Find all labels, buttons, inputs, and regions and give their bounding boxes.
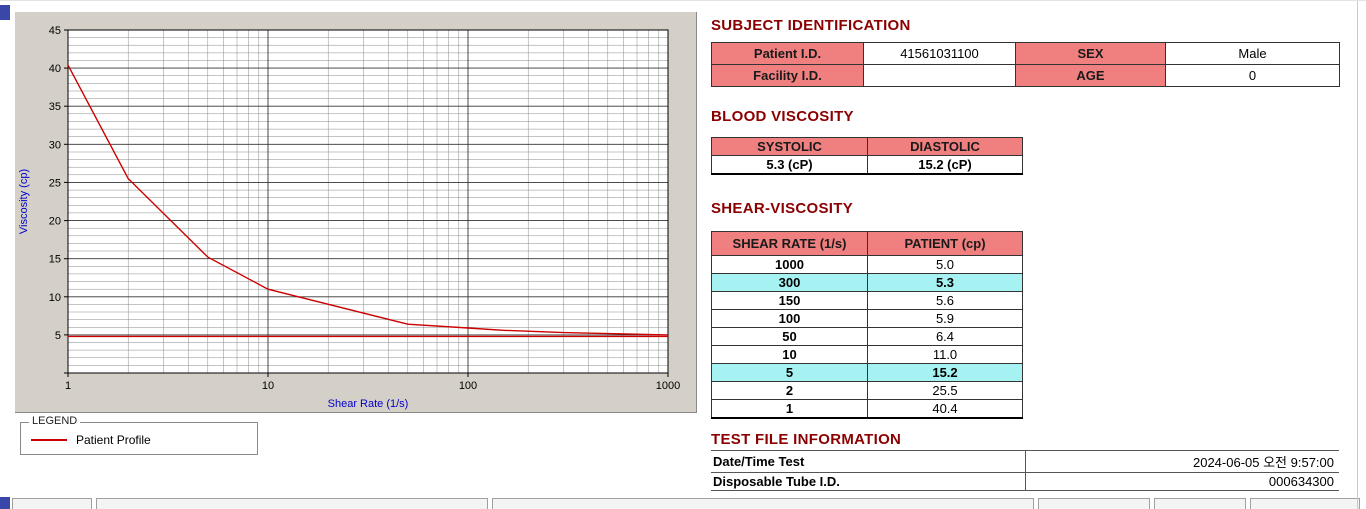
facility-id-label: Facility I.D.	[711, 64, 864, 87]
patient-value-cell: 40.4	[867, 399, 1023, 419]
test-file-information-table: Date/Time Test 2024-06-05 오전 9:57:00 Dis…	[711, 450, 1339, 491]
window-right-divider	[1357, 1, 1358, 509]
table-row: 50 6.4	[711, 327, 1023, 346]
legend-title: LEGEND	[29, 415, 81, 427]
svg-text:Viscosity (cp): Viscosity (cp)	[18, 169, 30, 234]
shear-rate-cell: 2	[711, 381, 868, 400]
svg-text:45: 45	[49, 25, 61, 37]
patient-value-cell: 5.3	[867, 273, 1023, 292]
svg-text:20: 20	[49, 216, 61, 228]
viscosity-chart: 5 10 15 20 25 30 35 40 45 1 10 100 1000 Shear Rate (1…	[14, 11, 697, 413]
svg-text:5: 5	[55, 330, 61, 342]
bottom-button-fragment[interactable]	[1154, 498, 1246, 509]
svg-text:30: 30	[49, 139, 61, 151]
subject-identification-table: Patient I.D. 41561031100 SEX Male Facili…	[711, 42, 1340, 87]
table-row: 5.3 (cP) 15.2 (cP)	[711, 155, 1023, 175]
svg-text:Shear Rate (1/s): Shear Rate (1/s)	[328, 398, 409, 410]
patient-value-cell: 25.5	[867, 381, 1023, 400]
patient-value-cell: 5.9	[867, 309, 1023, 328]
table-row: Disposable Tube I.D. 000634300	[711, 472, 1339, 491]
patient-value-cell: 6.4	[867, 327, 1023, 346]
date-time-test-value: 2024-06-05 오전 9:57:00	[1025, 450, 1339, 473]
disposable-tube-id-label: Disposable Tube I.D.	[711, 472, 1026, 491]
facility-id-value	[863, 64, 1016, 87]
window-edge-marker-bottom	[0, 497, 10, 509]
svg-text:1: 1	[65, 380, 71, 392]
svg-text:25: 25	[49, 177, 61, 189]
patient-value-cell: 15.2	[867, 363, 1023, 382]
patient-cp-header: PATIENT (cp)	[867, 231, 1023, 256]
shear-rate-cell: 100	[711, 309, 868, 328]
shear-rate-cell: 10	[711, 345, 868, 364]
window-edge-marker-top	[0, 5, 10, 20]
shear-rate-cell: 300	[711, 273, 868, 292]
svg-text:10: 10	[262, 380, 274, 392]
bottom-button-fragment[interactable]	[492, 498, 1034, 509]
diastolic-header: DIASTOLIC	[867, 137, 1023, 156]
table-row: 10 11.0	[711, 345, 1023, 364]
subject-identification-title: SUBJECT IDENTIFICATION	[711, 17, 911, 34]
sex-label: SEX	[1015, 42, 1166, 65]
disposable-tube-id-value: 000634300	[1025, 472, 1339, 491]
shear-viscosity-table: SHEAR RATE (1/s) PATIENT (cp) 1000 5.0 3…	[711, 231, 1023, 419]
blood-viscosity-table: SYSTOLIC DIASTOLIC 5.3 (cP) 15.2 (cP)	[711, 137, 1023, 175]
table-row: 2 25.5	[711, 381, 1023, 400]
bottom-button-fragment[interactable]	[96, 498, 488, 509]
shear-rate-cell: 5	[711, 363, 868, 382]
table-row: 100 5.9	[711, 309, 1023, 328]
shear-rate-cell: 50	[711, 327, 868, 346]
bottom-button-fragment[interactable]	[1250, 498, 1360, 509]
svg-text:40: 40	[49, 63, 61, 75]
bottom-button-fragment[interactable]	[1038, 498, 1150, 509]
shear-rate-cell: 150	[711, 291, 868, 310]
table-row: Facility I.D. AGE 0	[711, 64, 1340, 87]
svg-text:1000: 1000	[656, 380, 680, 392]
age-label: AGE	[1015, 64, 1166, 87]
table-row: 1000 5.0	[711, 255, 1023, 274]
shear-viscosity-title: SHEAR-VISCOSITY	[711, 200, 854, 217]
systolic-value: 5.3 (cP)	[711, 155, 868, 175]
patient-value-cell: 5.0	[867, 255, 1023, 274]
viscosity-chart-svg: 5 10 15 20 25 30 35 40 45 1 10 100 1000 Shear Rate (1…	[18, 25, 680, 410]
sex-value: Male	[1165, 42, 1340, 65]
svg-text:35: 35	[49, 101, 61, 113]
table-row: SYSTOLIC DIASTOLIC	[711, 137, 1023, 156]
svg-text:15: 15	[49, 254, 61, 266]
date-time-test-label: Date/Time Test	[711, 450, 1026, 473]
table-row: Date/Time Test 2024-06-05 오전 9:57:00	[711, 450, 1339, 473]
shear-rate-header: SHEAR RATE (1/s)	[711, 231, 868, 256]
diastolic-value: 15.2 (cP)	[867, 155, 1023, 175]
systolic-header: SYSTOLIC	[711, 137, 868, 156]
blood-viscosity-title: BLOOD VISCOSITY	[711, 108, 854, 125]
legend-item-label: Patient Profile	[76, 433, 151, 447]
legend-item: Patient Profile	[21, 423, 257, 447]
test-file-information-title: TEST FILE INFORMATION	[711, 431, 902, 448]
table-row: 1 40.4	[711, 399, 1023, 419]
patient-id-value: 41561031100	[863, 42, 1016, 65]
chart-legend: LEGEND Patient Profile	[20, 415, 258, 455]
patient-id-label: Patient I.D.	[711, 42, 864, 65]
shear-rate-cell: 1000	[711, 255, 868, 274]
patient-value-cell: 5.6	[867, 291, 1023, 310]
shear-rate-cell: 1	[711, 399, 868, 419]
legend-line-swatch	[31, 439, 67, 441]
svg-text:10: 10	[49, 292, 61, 304]
table-row-highlighted: 5 15.2	[711, 363, 1023, 382]
svg-text:100: 100	[459, 380, 477, 392]
table-row: 150 5.6	[711, 291, 1023, 310]
patient-value-cell: 11.0	[867, 345, 1023, 364]
table-row: Patient I.D. 41561031100 SEX Male	[711, 42, 1340, 65]
bottom-button-fragment[interactable]	[12, 498, 92, 509]
table-row: SHEAR RATE (1/s) PATIENT (cp)	[711, 231, 1023, 256]
age-value: 0	[1165, 64, 1340, 87]
table-row-highlighted: 300 5.3	[711, 273, 1023, 292]
